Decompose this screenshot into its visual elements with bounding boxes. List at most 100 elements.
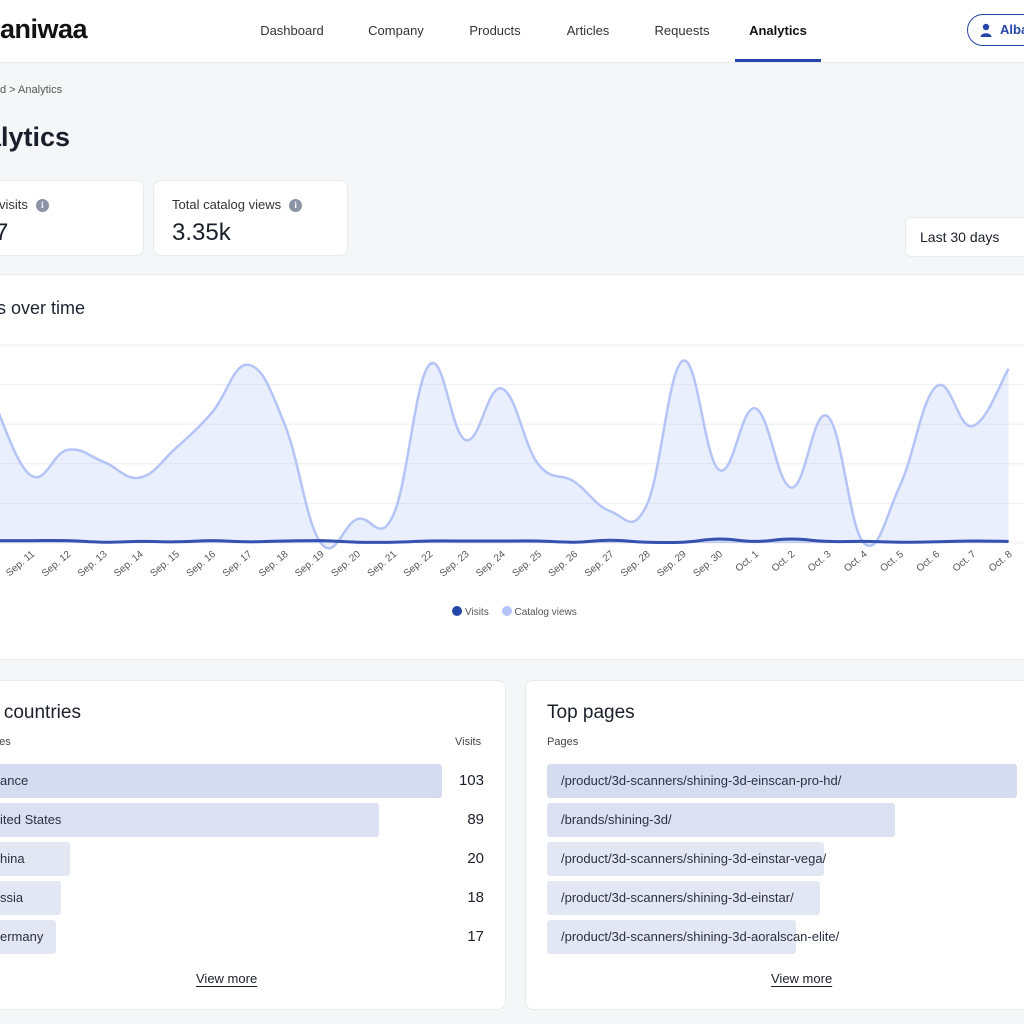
catalog-views-stat-card: Total catalog views i 3.35k bbox=[153, 180, 348, 256]
country-visits-value: 20 bbox=[467, 850, 484, 867]
country-name: ssia bbox=[0, 890, 24, 905]
date-range-select[interactable]: Last 30 days bbox=[905, 217, 1024, 257]
page-path: /product/3d-scanners/shining-3d-einscan-… bbox=[561, 773, 842, 788]
breadcrumb: d > Analytics bbox=[0, 84, 63, 96]
nav-requests[interactable]: Requests bbox=[654, 23, 710, 38]
page-bar bbox=[547, 803, 895, 837]
country-row: ssia 18 bbox=[0, 881, 500, 915]
user-account-button[interactable]: Alba bbox=[967, 14, 1024, 46]
page-path: /brands/shining-3d/ bbox=[561, 812, 672, 827]
user-icon bbox=[980, 23, 992, 37]
country-name: ited States bbox=[0, 812, 62, 827]
x-tick-label: Sep. 19 bbox=[293, 549, 327, 580]
page-bar bbox=[547, 764, 1017, 798]
x-tick-label: Oct. 8 bbox=[987, 549, 1015, 575]
page-bar bbox=[547, 842, 824, 876]
page-path: /product/3d-scanners/shining-3d-aoralsca… bbox=[561, 929, 840, 944]
x-tick-label: Oct. 6 bbox=[915, 549, 943, 575]
legend-visits-dot bbox=[452, 606, 462, 616]
x-tick-label: Sep. 16 bbox=[185, 549, 219, 580]
info-icon[interactable]: i bbox=[35, 199, 49, 212]
catalog-views-stat-label: Total catalog views i bbox=[172, 197, 303, 212]
pages-column-header: Pages bbox=[547, 736, 579, 748]
legend-catalog-views[interactable]: Catalog views bbox=[501, 606, 577, 618]
page-row[interactable]: /product/3d-scanners/shining-3d-einstar-… bbox=[547, 842, 1024, 876]
country-bar bbox=[0, 920, 56, 954]
catalog-views-area bbox=[0, 360, 1009, 549]
visits-stat-label-text: visits bbox=[0, 197, 28, 212]
catalog-views-stat-value: 3.35k bbox=[172, 219, 231, 246]
nav-analytics-label: Analytics bbox=[749, 23, 807, 38]
x-tick-label: Oct. 4 bbox=[842, 549, 870, 575]
countries-view-more-link[interactable]: View more bbox=[196, 971, 258, 986]
x-tick-label: Sep. 13 bbox=[76, 549, 110, 580]
top-navbar: aniwaa Dashboard Company Products Articl… bbox=[0, 0, 1024, 63]
nav-dashboard[interactable]: Dashboard bbox=[260, 23, 324, 38]
nav-products[interactable]: Products bbox=[469, 23, 521, 38]
x-tick-label: Sep. 21 bbox=[366, 549, 400, 580]
x-tick-label: Sep. 28 bbox=[619, 549, 653, 580]
visits-column-header: Visits bbox=[455, 736, 482, 748]
country-bar bbox=[0, 881, 61, 915]
page-row[interactable]: /brands/shining-3d/ bbox=[547, 803, 1024, 837]
info-icon[interactable]: i bbox=[289, 199, 303, 212]
country-bar bbox=[0, 803, 379, 837]
country-name: ance bbox=[0, 773, 29, 788]
x-tick-label: Sep. 10 bbox=[0, 549, 1, 580]
country-row: ited States 89 bbox=[0, 803, 500, 837]
country-visits-value: 89 bbox=[467, 811, 484, 828]
user-name: Alba bbox=[1000, 22, 1024, 37]
page-row[interactable]: /product/3d-scanners/shining-3d-einstar/ bbox=[547, 881, 1024, 915]
x-tick-label: Oct. 5 bbox=[878, 549, 906, 575]
x-tick-label: Oct. 3 bbox=[806, 549, 834, 575]
x-tick-label: Sep. 26 bbox=[547, 549, 581, 580]
x-tick-label: Sep. 11 bbox=[4, 549, 37, 579]
country-bar bbox=[0, 764, 442, 798]
chart-title: its over time bbox=[0, 298, 86, 318]
x-tick-label: Sep. 30 bbox=[691, 549, 725, 580]
brand-logo[interactable]: aniwaa bbox=[0, 14, 88, 44]
x-tick-label: Oct. 7 bbox=[951, 549, 979, 575]
top-pages-title: Top pages bbox=[547, 702, 635, 723]
visits-stat-card: visits i 7 bbox=[0, 180, 144, 256]
page-title: alytics bbox=[0, 122, 71, 152]
nav-company[interactable]: Company bbox=[368, 23, 424, 38]
x-tick-label: Sep. 15 bbox=[148, 549, 182, 580]
visits-stat-value: 7 bbox=[0, 219, 9, 246]
x-tick-label: Sep. 17 bbox=[221, 549, 255, 580]
x-tick-label: Oct. 1 bbox=[734, 549, 762, 575]
nav-articles[interactable]: Articles bbox=[566, 23, 610, 38]
page-row[interactable]: /product/3d-scanners/shining-3d-aoralsca… bbox=[547, 920, 1024, 954]
x-tick-label: Sep. 18 bbox=[257, 549, 291, 580]
page-path: /product/3d-scanners/shining-3d-einstar/ bbox=[561, 890, 794, 905]
legend-visits[interactable]: Visits bbox=[452, 606, 489, 618]
x-tick-label: Sep. 20 bbox=[329, 549, 363, 580]
nav-analytics[interactable]: Analytics bbox=[735, 0, 821, 62]
x-tick-label: Sep. 25 bbox=[510, 549, 544, 580]
countries-column-header: tries bbox=[0, 736, 11, 748]
pages-view-more-link[interactable]: View more bbox=[771, 971, 833, 986]
page-row[interactable]: /product/3d-scanners/shining-3d-einscan-… bbox=[547, 764, 1024, 798]
x-tick-label: Oct. 2 bbox=[770, 549, 798, 575]
x-tick-label: Sep. 23 bbox=[438, 549, 472, 580]
x-tick-label: Sep. 14 bbox=[112, 549, 146, 580]
country-visits-value: 103 bbox=[458, 772, 484, 789]
legend-catalog-views-label: Catalog views bbox=[514, 607, 577, 618]
active-tab-indicator bbox=[735, 59, 821, 62]
country-name: ermany bbox=[0, 929, 44, 944]
country-bar bbox=[0, 842, 70, 876]
catalog-views-stat-label-text: Total catalog views bbox=[172, 197, 282, 212]
visits-chart-card bbox=[0, 274, 1024, 660]
country-visits-value: 18 bbox=[467, 889, 484, 906]
legend-catalog-views-dot bbox=[501, 606, 512, 616]
page-path: /product/3d-scanners/shining-3d-einstar-… bbox=[561, 851, 827, 866]
x-tick-label: Sep. 24 bbox=[474, 549, 508, 580]
x-tick-label: Sep. 27 bbox=[583, 549, 617, 580]
visits-stat-label: visits i bbox=[0, 197, 49, 212]
country-name: hina bbox=[0, 851, 25, 866]
catalog-views-line bbox=[0, 359, 1010, 550]
chart-legend: Visits Catalog views bbox=[452, 606, 587, 618]
country-visits-value: 17 bbox=[467, 928, 484, 945]
page-bar bbox=[547, 881, 820, 915]
